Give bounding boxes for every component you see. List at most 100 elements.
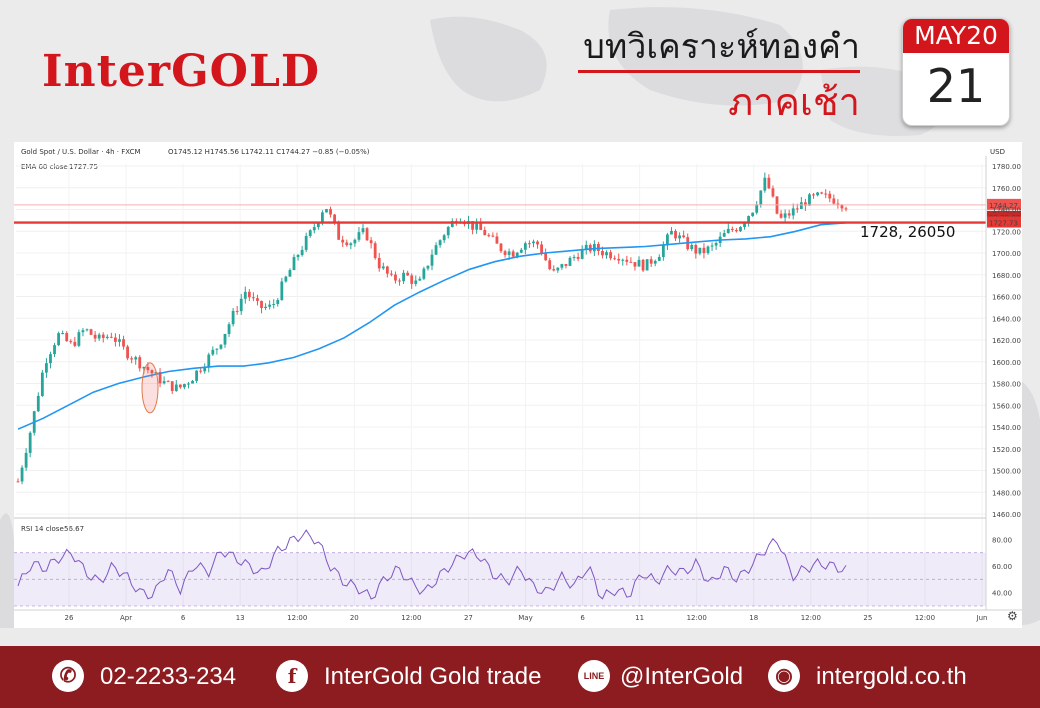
candle-body — [649, 259, 653, 264]
website-url: intergold.co.th — [816, 663, 967, 690]
candle-body — [16, 481, 20, 483]
candle-body — [81, 330, 85, 333]
candle-body — [552, 269, 556, 271]
candle-body — [592, 244, 596, 252]
candle-body — [544, 253, 548, 261]
candle-body — [414, 280, 418, 284]
last-price-tag-bg — [987, 198, 1021, 210]
x-tick-label: 12:00 — [687, 614, 707, 622]
candle-body — [268, 304, 272, 307]
candle-body — [743, 222, 746, 228]
candle-body — [195, 370, 198, 381]
candle-body — [28, 432, 32, 453]
candle-body — [536, 241, 539, 245]
candle-body — [361, 228, 365, 233]
candle-body — [353, 239, 357, 244]
candle-body — [219, 344, 223, 349]
candle-body — [300, 249, 304, 256]
candle-body — [657, 257, 661, 261]
settings-gear-icon[interactable]: ⚙ — [1007, 609, 1018, 623]
candle-body — [264, 306, 267, 309]
phone-number: 02-2233-234 — [100, 663, 237, 690]
rsi-label: RSI 14 close — [21, 525, 64, 533]
candle-body — [321, 212, 324, 223]
candle-body — [597, 244, 600, 252]
candle-body — [735, 230, 738, 232]
candle-body — [824, 193, 828, 195]
candle-body — [345, 242, 349, 246]
candle-body — [142, 366, 146, 369]
x-tick-label: May — [518, 614, 532, 622]
candle-body — [682, 235, 686, 238]
candle-body — [333, 214, 336, 223]
candle-body — [223, 333, 227, 345]
candle-body — [779, 213, 783, 218]
analysis-title: บทวิเคราะห์ทองคำ ภาคเช้า — [560, 26, 860, 124]
candle-body — [426, 265, 430, 269]
candle-body — [755, 204, 759, 213]
candle-body — [787, 213, 791, 216]
candle-body — [166, 381, 170, 383]
candle-body — [666, 234, 669, 246]
candle-body — [641, 259, 645, 271]
candle-body — [499, 243, 503, 252]
candle-body — [377, 257, 381, 269]
calendar-month: MAY20 — [903, 19, 1009, 53]
candle-body — [601, 251, 604, 256]
candle-body — [341, 239, 345, 243]
title-session: ภาคเช้า — [728, 80, 860, 124]
candle-body — [316, 222, 320, 228]
candle-body — [199, 370, 203, 372]
candle-body — [844, 208, 848, 210]
candle-body — [816, 192, 819, 196]
y-tick-label: 1760.00 — [992, 185, 1021, 193]
y-tick-label: 1520.00 — [992, 446, 1021, 454]
candle-body — [690, 244, 694, 250]
facebook-page: InterGold Gold trade — [324, 663, 542, 690]
candle-body — [799, 202, 803, 209]
x-tick-label: Jun — [976, 614, 988, 622]
candle-body — [134, 357, 138, 360]
candle-body — [53, 345, 56, 355]
candle-body — [588, 244, 592, 252]
x-tick-label: 12:00 — [401, 614, 421, 622]
candle-body — [568, 257, 572, 266]
y-tick-label: 1560.00 — [992, 402, 1021, 410]
candle-body — [77, 332, 81, 346]
candle-body — [118, 339, 121, 342]
calendar-day: 21 — [926, 59, 986, 113]
candle-body — [560, 264, 564, 268]
phone-icon: ✆ — [52, 660, 84, 692]
candle-body — [694, 244, 698, 254]
candle-body — [122, 339, 125, 347]
candle-body — [36, 395, 40, 412]
candle-body — [227, 324, 231, 334]
candle-body — [722, 233, 726, 237]
candle-body — [556, 267, 560, 271]
ema-label: EMA 60 close — [21, 163, 68, 171]
x-tick-label: 11 — [635, 614, 644, 622]
candle-body — [170, 381, 174, 392]
candle-body — [357, 232, 361, 240]
candle-body — [61, 333, 65, 335]
candle-body — [398, 280, 401, 282]
y-tick-label: 1680.00 — [992, 272, 1021, 280]
candle-body — [532, 241, 535, 244]
candle-body — [706, 246, 710, 254]
candle-body — [390, 273, 393, 275]
x-tick-label: 12:00 — [287, 614, 307, 622]
candle-body — [487, 235, 491, 237]
candle-body — [515, 252, 519, 257]
candle-body — [146, 366, 150, 371]
candle-body — [20, 467, 24, 482]
candle-body — [252, 297, 255, 299]
price-chart[interactable]: Gold Spot / U.S. Dollar · 4h · FXCM O174… — [14, 142, 1022, 628]
ema-price-tag-bg — [987, 216, 1021, 228]
candle-body — [507, 251, 511, 255]
candle-body — [714, 243, 718, 246]
candle-body — [438, 240, 442, 246]
candle-body — [791, 208, 795, 216]
x-tick-label: 27 — [464, 614, 473, 622]
x-tick-label: 12:00 — [915, 614, 935, 622]
candle-body — [114, 337, 117, 342]
